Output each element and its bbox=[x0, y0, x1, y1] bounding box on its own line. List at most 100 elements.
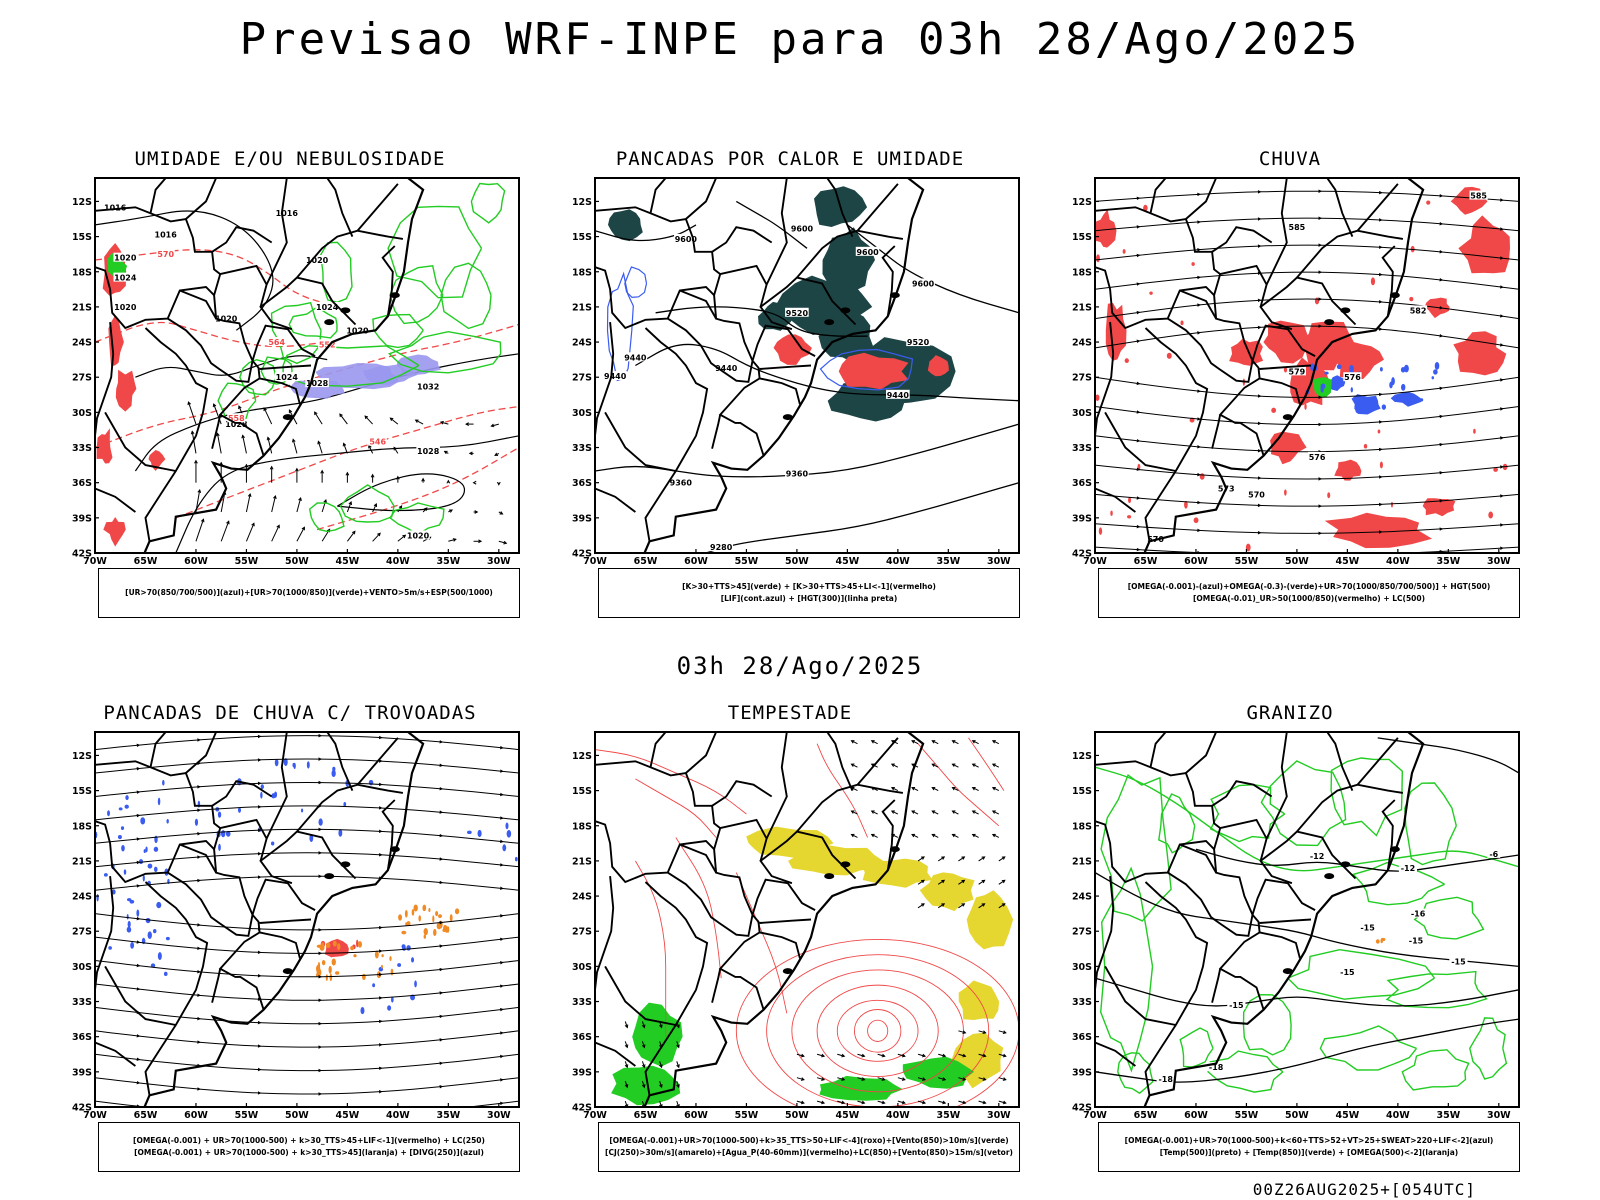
contour-label: 9360 bbox=[786, 469, 809, 478]
contour-label: 9360 bbox=[670, 479, 693, 488]
streamline-arrow bbox=[500, 937, 504, 942]
wind-vector bbox=[851, 763, 858, 768]
streamline-arrow bbox=[197, 1016, 201, 1021]
wind-vector bbox=[998, 879, 1006, 885]
lake bbox=[1282, 968, 1293, 975]
wind-vector-head bbox=[269, 465, 274, 470]
contour-line bbox=[1337, 850, 1519, 868]
border-line bbox=[144, 327, 209, 542]
divergence-blue-dot bbox=[140, 817, 146, 825]
wind-vector bbox=[267, 437, 273, 454]
wind-vector-head bbox=[468, 451, 473, 456]
streamline bbox=[95, 1077, 519, 1095]
streamline-arrow bbox=[379, 949, 383, 953]
wind-vector-head bbox=[921, 879, 925, 884]
wind-vector-head bbox=[439, 420, 444, 425]
streamline-arrow bbox=[439, 763, 444, 767]
border-line bbox=[259, 364, 312, 370]
rain-red-dot bbox=[1271, 407, 1277, 413]
rain-red-dot bbox=[1124, 358, 1129, 364]
contour-label-bg bbox=[305, 378, 329, 388]
wind-vector-head bbox=[901, 1100, 906, 1105]
streamline-arrow bbox=[318, 780, 323, 785]
streamline-arrow bbox=[258, 1115, 262, 1118]
streamline bbox=[1095, 376, 1519, 398]
contour-line bbox=[635, 343, 1019, 402]
panel-title: TEMPESTADE bbox=[727, 702, 853, 724]
border-line bbox=[179, 843, 217, 874]
border-line bbox=[1211, 226, 1273, 253]
border-line bbox=[1149, 732, 1167, 768]
rain-blue-dot bbox=[1355, 406, 1360, 414]
y-axis: 12S 15S 18S 21S 24S 27S 30S 33S 36S 39S 42S bbox=[72, 197, 99, 560]
rain-blue-area bbox=[1390, 391, 1422, 407]
contour-label: -15 bbox=[1409, 937, 1424, 946]
contour-label-bg bbox=[1358, 922, 1377, 932]
wind-vector-head bbox=[398, 505, 403, 510]
streamline-arrow bbox=[1378, 420, 1383, 424]
x-tick-label: 60W bbox=[1184, 556, 1208, 567]
y-tick-label: 12S bbox=[72, 751, 92, 762]
contour-label-bg bbox=[113, 272, 138, 282]
rain-red-dot bbox=[1363, 444, 1368, 449]
heat-instability-area bbox=[822, 227, 875, 292]
wind-vector bbox=[911, 834, 919, 838]
streamline-arrow bbox=[1197, 417, 1201, 421]
y-tick-label: 18S bbox=[1072, 821, 1092, 832]
wind-vector bbox=[1018, 1101, 1019, 1102]
main-title: Previsao WRF-INPE para 03h 28/Ago/2025 bbox=[239, 14, 1361, 65]
wind-vector bbox=[676, 1081, 680, 1088]
border-line bbox=[95, 487, 136, 513]
lake bbox=[840, 307, 851, 314]
convection-orange-dot bbox=[406, 921, 411, 926]
x-tick-label: 40W bbox=[386, 1110, 410, 1121]
lake bbox=[1389, 292, 1400, 299]
divergence-blue-dot bbox=[270, 841, 275, 846]
wind-vector-head bbox=[449, 509, 454, 513]
lake bbox=[282, 968, 293, 975]
wind-vector bbox=[978, 856, 985, 862]
contour-label: 1028 bbox=[417, 447, 440, 456]
border-line bbox=[1149, 178, 1167, 214]
x-axis: 70W 65W 60W 55W 50W 45W 40W 35W 30W bbox=[1083, 549, 1511, 567]
streamline-arrow bbox=[379, 1043, 383, 1047]
map-svg: 9600 9600 9600 9600 9520 9520 9440 9440 9440 9440… bbox=[572, 177, 1020, 567]
coastline bbox=[143, 178, 425, 553]
divergence-blue-dot bbox=[391, 996, 394, 1003]
fields: 1016 1016 1020 1024 1020 1020 1016 1020 1024 1020… bbox=[95, 182, 519, 553]
streamline-arrow bbox=[1257, 448, 1262, 453]
contour-label-bg bbox=[855, 246, 880, 256]
wind-vector bbox=[372, 503, 377, 513]
divergence-blue-dot bbox=[166, 819, 169, 824]
wind-vector bbox=[390, 417, 399, 425]
border-line bbox=[711, 968, 722, 1003]
streamline-arrow bbox=[500, 839, 504, 844]
map-frame bbox=[94, 177, 520, 554]
streamline bbox=[1095, 493, 1519, 507]
wind-vector bbox=[958, 1030, 966, 1034]
wind-vector bbox=[937, 856, 945, 862]
streamline-arrow bbox=[1257, 325, 1262, 330]
wind-vector-head bbox=[850, 810, 855, 814]
contour-label: 585 bbox=[1470, 192, 1487, 201]
y-tick-label: 42S bbox=[72, 549, 92, 560]
wind-vector-head bbox=[395, 475, 400, 480]
wind-vector-head bbox=[200, 518, 205, 523]
contour-line bbox=[595, 423, 1019, 478]
contour-label-bg bbox=[1227, 1000, 1246, 1010]
temp850-green-contour bbox=[1207, 1050, 1284, 1093]
contour-label-bg bbox=[1307, 451, 1327, 461]
convection-orange-dot bbox=[332, 940, 337, 947]
x-axis: 70W 65W 60W 55W 50W 45W 40W 35W 30W bbox=[583, 1103, 1011, 1121]
wind-vector-head bbox=[962, 1100, 967, 1105]
run-info: 00Z26AUG2025+[054UTC] bbox=[1252, 1180, 1476, 1199]
wind-vector-head bbox=[800, 1100, 805, 1105]
streamline-arrow bbox=[1197, 331, 1201, 335]
y-axis: 12S 15S 18S 21S 24S 27S 30S 33S 36S 39S 42S bbox=[1072, 197, 1099, 560]
wind-vector bbox=[952, 787, 959, 792]
legend-line: [OMEGA(-0.001)-(azul)+OMEGA(-0.3)-(verde… bbox=[1127, 582, 1491, 591]
wind-vector-head bbox=[951, 740, 956, 744]
contour-label-bg bbox=[911, 278, 935, 288]
x-tick-label: 50W bbox=[285, 1110, 309, 1121]
x-tick-label: 35W bbox=[936, 1110, 960, 1121]
